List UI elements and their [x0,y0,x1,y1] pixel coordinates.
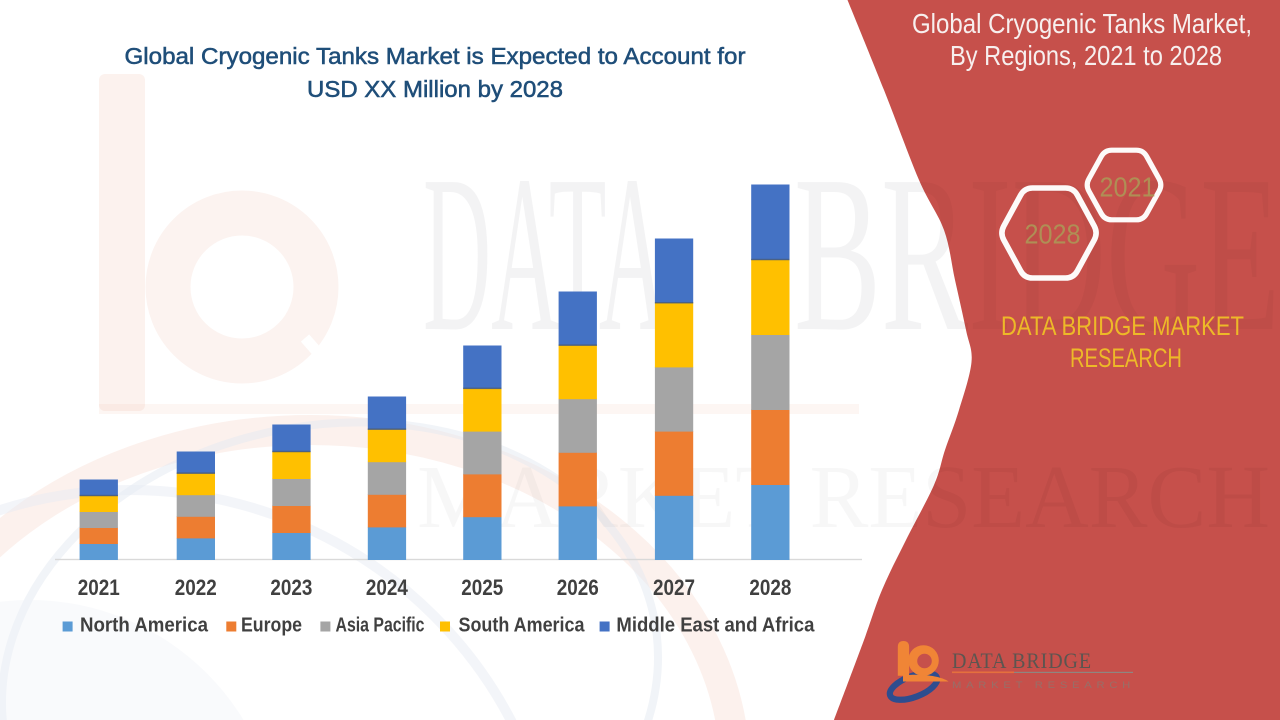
svg-text:2028: 2028 [749,575,791,600]
svg-text:DATA: DATA [423,129,667,378]
svg-text:Global Cryogenic Tanks Market: Global Cryogenic Tanks Market is Expecte… [125,43,746,69]
svg-text:RESEARCH: RESEARCH [1070,343,1182,373]
svg-text:2024: 2024 [366,575,409,600]
svg-text:2025: 2025 [461,575,503,600]
svg-text:South America: South America [459,614,586,637]
svg-text:Asia Pacific: Asia Pacific [336,614,425,637]
svg-text:North America: North America [80,614,209,637]
svg-text:2021: 2021 [78,575,120,600]
svg-text:2026: 2026 [557,575,599,600]
svg-text:2022: 2022 [175,575,217,600]
svg-text:By Regions, 2021 to 2028: By Regions, 2021 to 2028 [950,40,1222,71]
svg-text:2027: 2027 [653,575,695,600]
svg-text:DATA BRIDGE MARKET: DATA BRIDGE MARKET [1001,311,1244,341]
svg-text:Europe: Europe [241,614,302,637]
svg-text:2028: 2028 [1025,219,1081,250]
svg-text:Global Cryogenic Tanks Market,: Global Cryogenic Tanks Market, [912,8,1252,39]
svg-text:MARKET RESEARCH: MARKET RESEARCH [952,680,1135,691]
svg-text:DATA BRIDGE: DATA BRIDGE [952,648,1092,673]
svg-text:2023: 2023 [270,575,312,600]
svg-text:USD XX Million by 2028: USD XX Million by 2028 [307,76,563,102]
svg-text:Middle East and Africa: Middle East and Africa [616,614,815,637]
svg-text:2021: 2021 [1100,172,1156,203]
